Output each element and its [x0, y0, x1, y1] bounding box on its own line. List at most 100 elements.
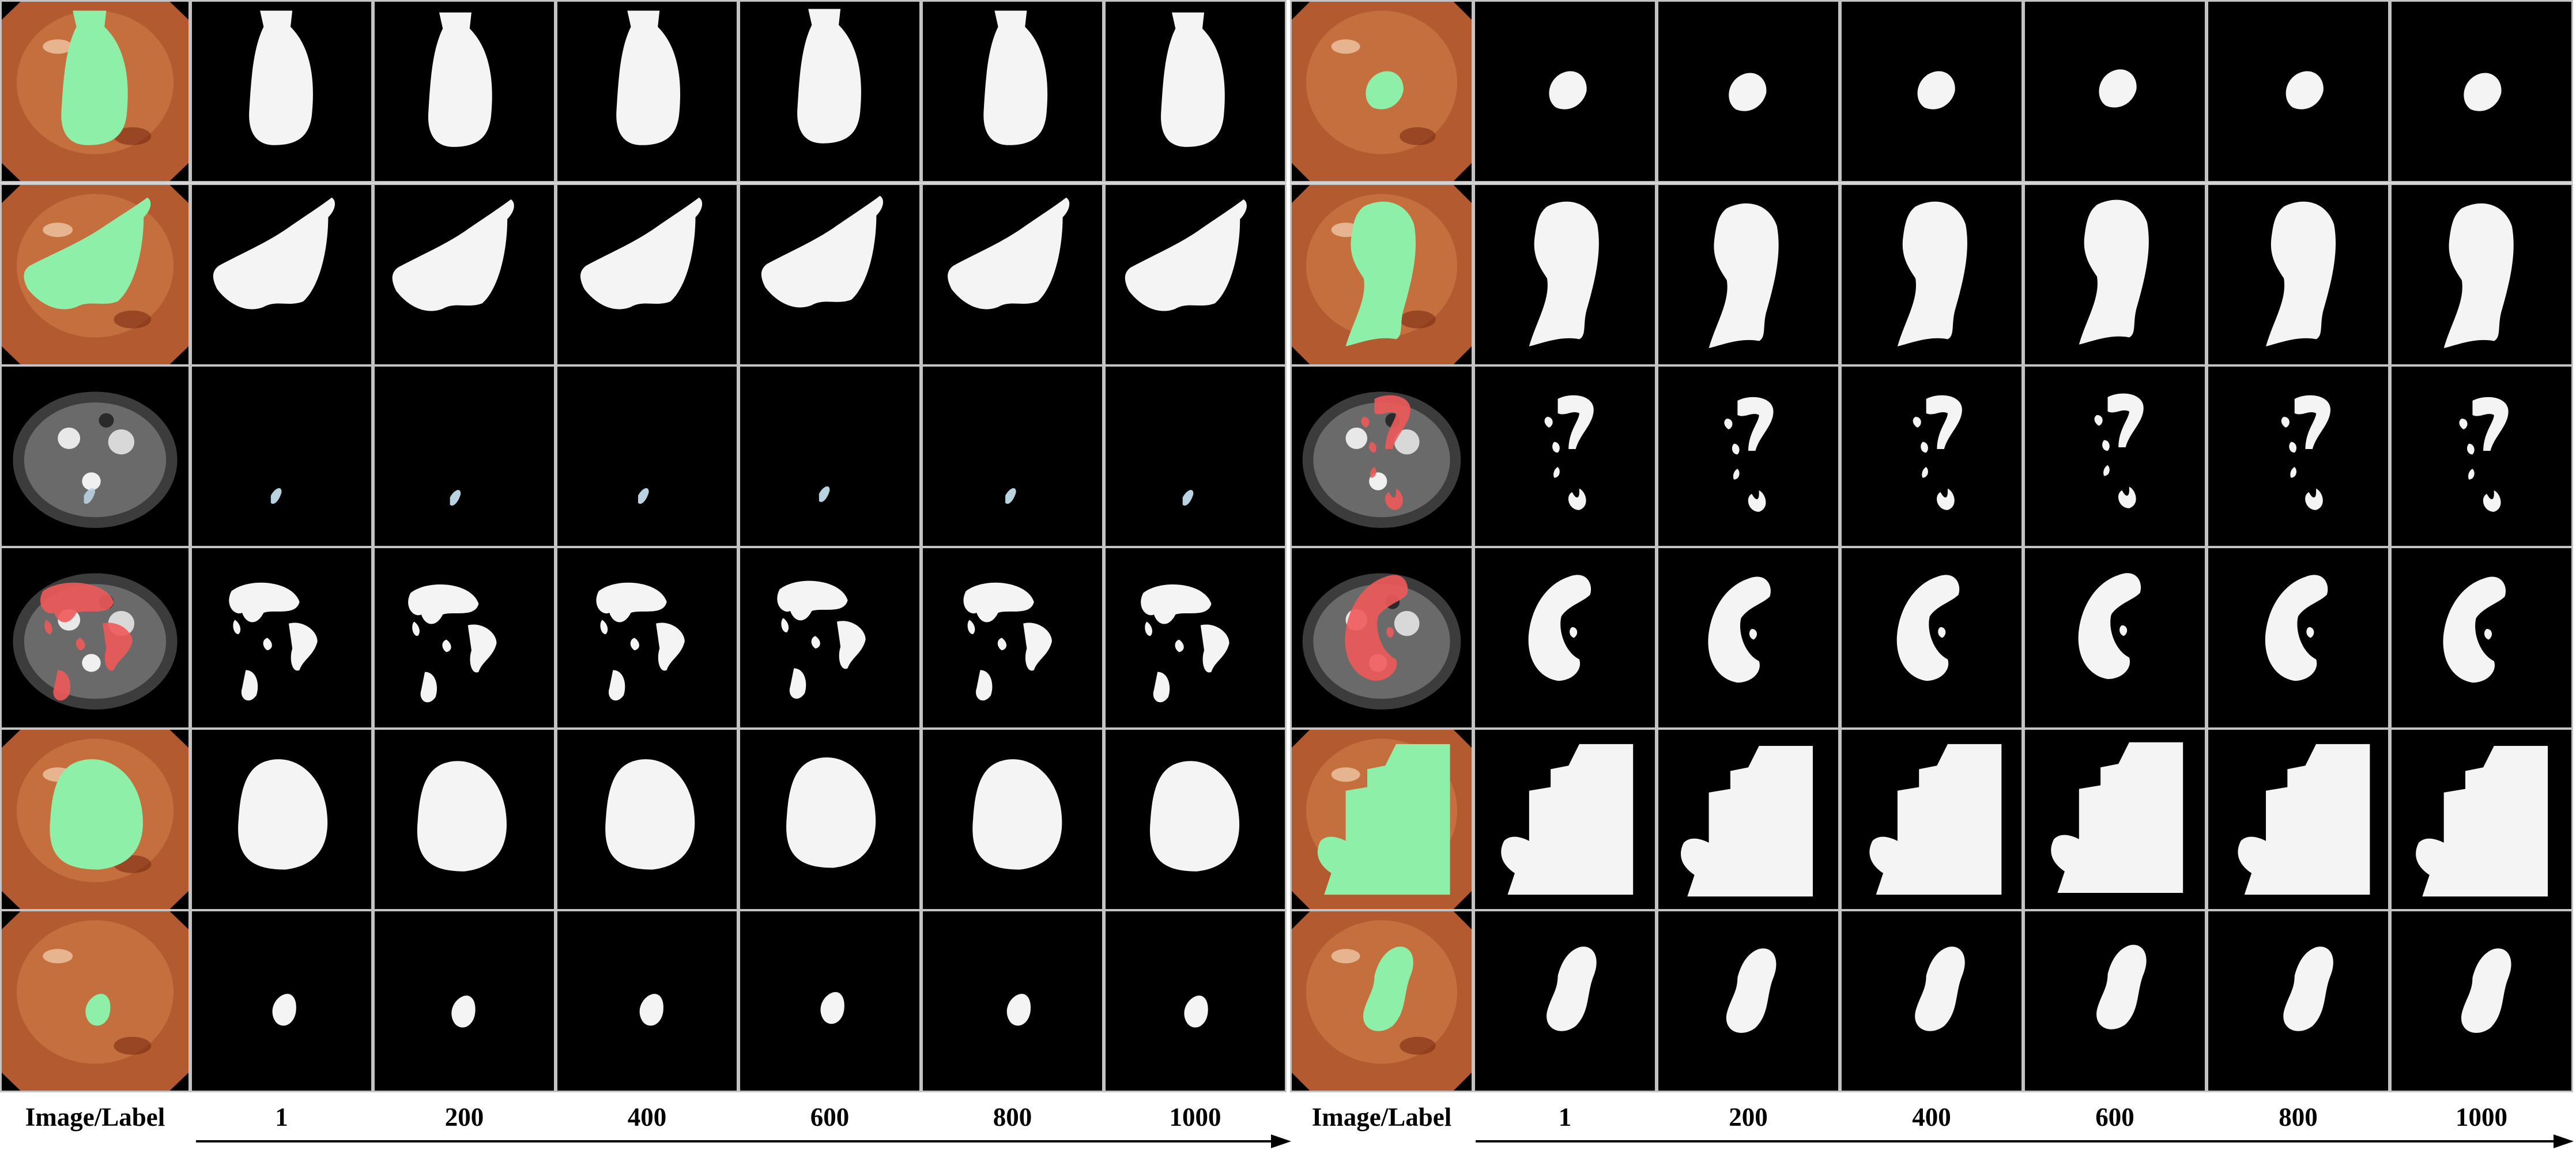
predicted-mask — [373, 910, 556, 1092]
input-image-with-label-overlay — [0, 910, 190, 1092]
column-label-step: 200 — [444, 1103, 484, 1132]
predicted-mask — [2390, 0, 2573, 183]
predicted-mask — [190, 183, 373, 366]
predicted-mask — [738, 546, 921, 729]
predicted-mask — [190, 910, 373, 1092]
predicted-mask — [738, 0, 921, 183]
predicted-mask — [921, 728, 1104, 911]
right-panel — [1290, 0, 2576, 1092]
predicted-mask — [2390, 910, 2573, 1092]
predicted-mask — [556, 365, 738, 548]
predicted-mask — [921, 183, 1104, 366]
predicted-mask — [2023, 0, 2207, 183]
input-image-with-label-overlay — [1290, 0, 1473, 183]
predicted-mask — [1104, 546, 1287, 729]
predicted-mask — [1657, 0, 1840, 183]
predicted-mask — [556, 546, 738, 729]
predicted-mask — [1104, 728, 1287, 911]
predicted-mask — [2023, 365, 2207, 548]
input-image-with-label-overlay — [1290, 910, 1473, 1092]
predicted-mask — [2207, 0, 2390, 183]
predicted-mask — [1473, 910, 1657, 1092]
left-axis-arrow — [196, 1134, 1291, 1148]
input-image-with-label-overlay — [0, 365, 190, 548]
column-label-step: 1 — [1558, 1103, 1572, 1132]
predicted-mask — [556, 728, 738, 911]
column-label-step: 1000 — [1169, 1103, 1221, 1132]
predicted-mask — [1657, 365, 1840, 548]
column-label-image-label: Image/Label — [25, 1103, 165, 1132]
predicted-mask — [738, 910, 921, 1092]
input-image-with-label-overlay — [0, 0, 190, 183]
predicted-mask — [373, 183, 556, 366]
predicted-mask — [738, 365, 921, 548]
predicted-mask — [1657, 546, 1840, 729]
predicted-mask — [738, 183, 921, 366]
predicted-mask — [2023, 910, 2207, 1092]
predicted-mask — [2390, 728, 2573, 911]
predicted-mask — [2023, 546, 2207, 729]
input-image-with-label-overlay — [0, 546, 190, 729]
column-label-step: 1 — [275, 1103, 288, 1132]
predicted-mask — [1473, 183, 1657, 366]
predicted-mask — [2390, 183, 2573, 366]
predicted-mask — [1473, 0, 1657, 183]
predicted-mask — [1473, 546, 1657, 729]
predicted-mask — [2207, 910, 2390, 1092]
predicted-mask — [556, 183, 738, 366]
column-label-step: 600 — [810, 1103, 850, 1132]
predicted-mask — [1657, 183, 1840, 366]
predicted-mask — [921, 910, 1104, 1092]
predicted-mask — [1840, 546, 2023, 729]
predicted-mask — [1657, 728, 1840, 911]
predicted-mask — [1840, 183, 2023, 366]
predicted-mask — [1104, 365, 1287, 548]
predicted-mask — [2023, 728, 2207, 911]
predicted-mask — [1104, 183, 1287, 366]
input-image-with-label-overlay — [1290, 728, 1473, 911]
predicted-mask — [373, 728, 556, 911]
predicted-mask — [1473, 728, 1657, 911]
predicted-mask — [190, 0, 373, 183]
predicted-mask — [738, 728, 921, 911]
predicted-mask — [921, 0, 1104, 183]
predicted-mask — [2207, 183, 2390, 366]
predicted-mask — [1473, 365, 1657, 548]
input-image-with-label-overlay — [1290, 546, 1473, 729]
predicted-mask — [2207, 728, 2390, 911]
predicted-mask — [921, 546, 1104, 729]
predicted-mask — [2207, 546, 2390, 729]
predicted-mask — [556, 0, 738, 183]
column-label-step: 800 — [2279, 1103, 2318, 1132]
predicted-mask — [190, 365, 373, 548]
input-image-with-label-overlay — [0, 183, 190, 366]
column-label-image-label: Image/Label — [1311, 1103, 1452, 1132]
column-label-step: 600 — [2095, 1103, 2134, 1132]
column-label-step: 1000 — [2456, 1103, 2507, 1132]
column-label-step: 400 — [1912, 1103, 1951, 1132]
predicted-mask — [1840, 0, 2023, 183]
predicted-mask — [190, 546, 373, 729]
predicted-mask — [1840, 910, 2023, 1092]
predicted-mask — [373, 0, 556, 183]
predicted-mask — [190, 728, 373, 911]
predicted-mask — [373, 546, 556, 729]
predicted-mask — [921, 365, 1104, 548]
input-image-with-label-overlay — [1290, 365, 1473, 548]
right-axis-arrow — [1476, 1134, 2574, 1148]
column-label-step: 400 — [627, 1103, 667, 1132]
predicted-mask — [2207, 365, 2390, 548]
predicted-mask — [556, 910, 738, 1092]
predicted-mask — [2390, 365, 2573, 548]
column-label-step: 800 — [993, 1103, 1032, 1132]
predicted-mask — [1840, 728, 2023, 911]
predicted-mask — [1104, 0, 1287, 183]
input-image-with-label-overlay — [1290, 183, 1473, 366]
predicted-mask — [1104, 910, 1287, 1092]
predicted-mask — [1840, 365, 2023, 548]
predicted-mask — [2390, 546, 2573, 729]
left-panel — [0, 0, 1290, 1092]
predicted-mask — [2023, 183, 2207, 366]
predicted-mask — [373, 365, 556, 548]
input-image-with-label-overlay — [0, 728, 190, 911]
